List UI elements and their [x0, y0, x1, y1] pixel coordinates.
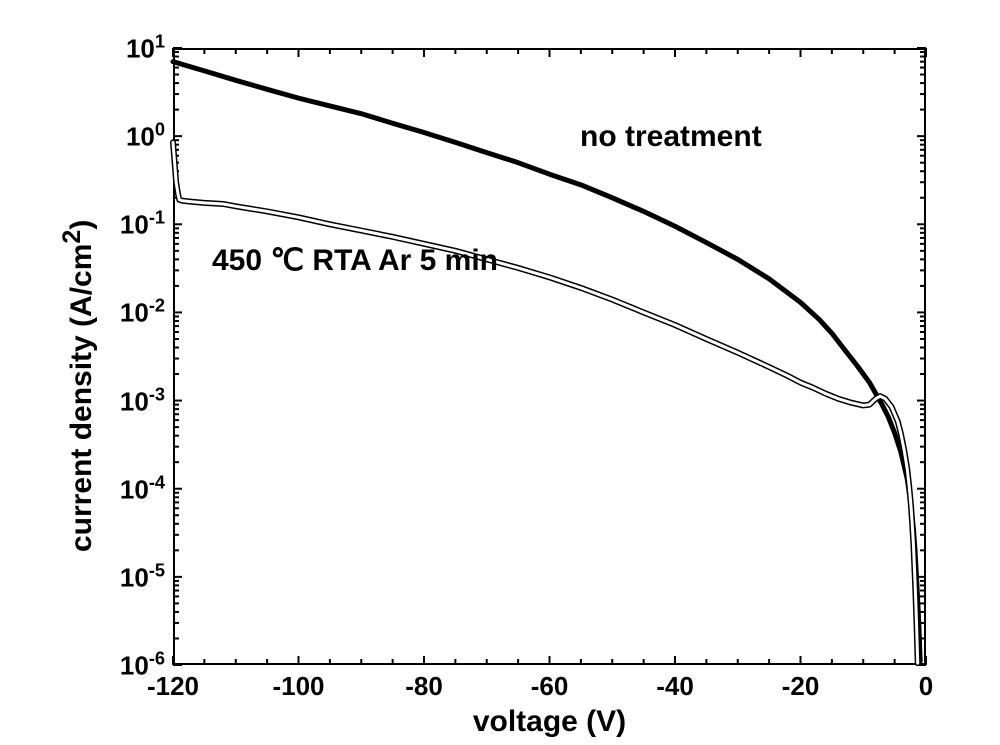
x-tick-label: 0 [919, 671, 933, 702]
series-no-treatment [173, 62, 920, 662]
series-lines [173, 48, 926, 665]
x-tick-label: -20 [782, 671, 820, 702]
x-tick-label: -100 [272, 671, 324, 702]
y-tick-label: 10-4 [120, 472, 165, 505]
y-tick-label: 101 [126, 32, 165, 65]
series-rta-450c-ar-5min [173, 142, 918, 663]
chart: current density (A/cm2) voltage (V) -120… [0, 0, 1000, 745]
annotation-rta-450c-ar-5min: 450 ℃ RTA Ar 5 min [212, 243, 498, 278]
y-tick-label: 10-2 [120, 296, 165, 329]
x-tick-label: -80 [405, 671, 443, 702]
annotation-no-treatment: no treatment [580, 120, 762, 154]
y-tick-label: 10-1 [120, 208, 165, 241]
x-tick-label: -40 [656, 671, 694, 702]
x-tick-label: -60 [531, 671, 569, 702]
y-tick-label: 10-3 [120, 384, 165, 417]
y-tick-label: 10-6 [120, 649, 165, 682]
y-tick-label: 100 [126, 120, 165, 153]
y-tick-label: 10-5 [120, 561, 165, 594]
